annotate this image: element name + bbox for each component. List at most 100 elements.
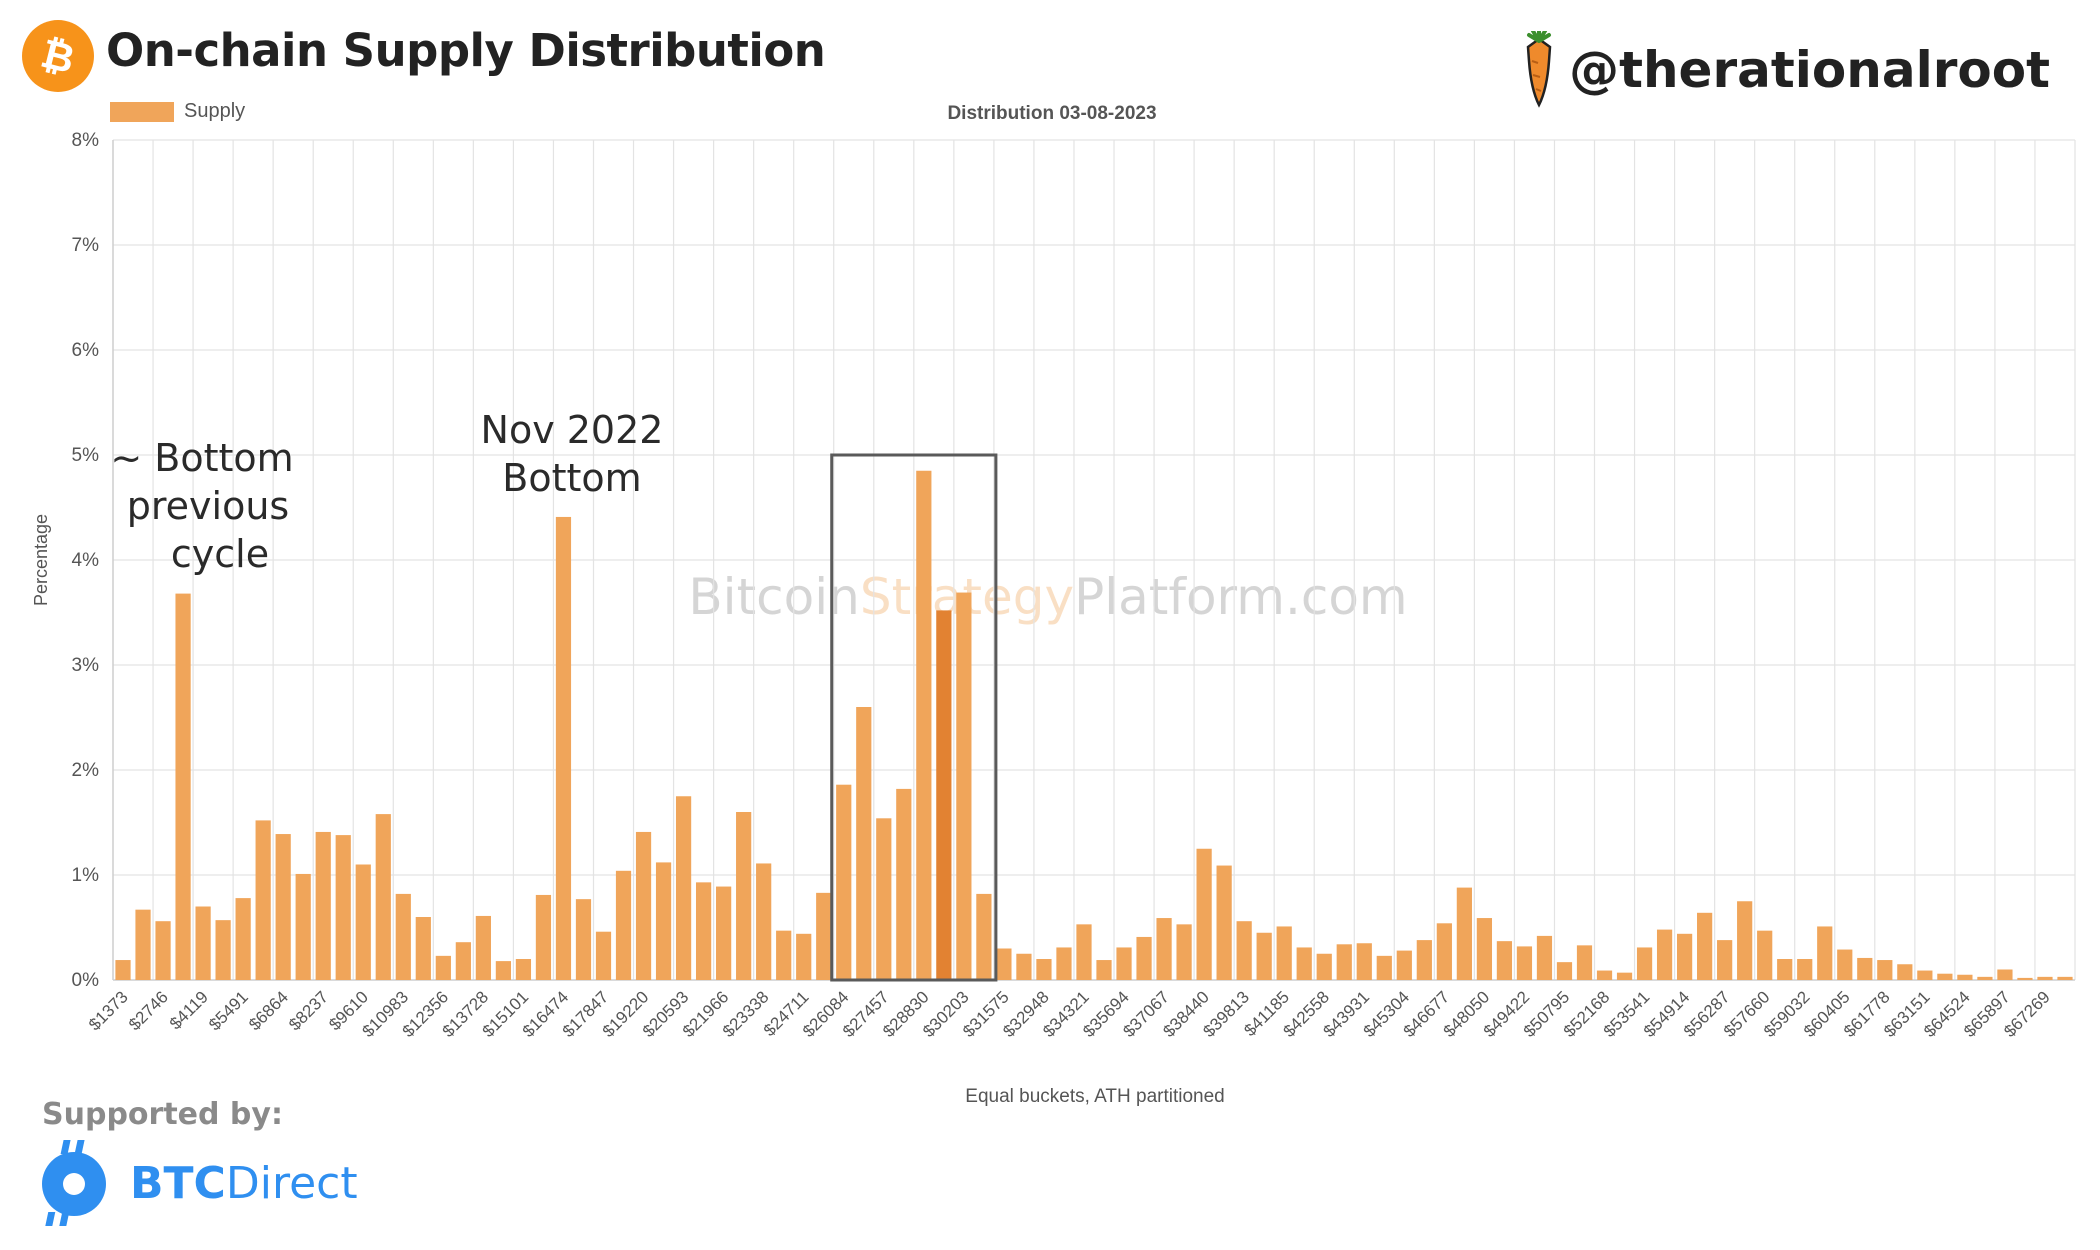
bar[interactable] bbox=[916, 470, 932, 980]
bar[interactable] bbox=[1817, 926, 1833, 980]
bar[interactable] bbox=[1236, 921, 1252, 980]
bar[interactable] bbox=[575, 899, 592, 980]
bar[interactable] bbox=[1616, 972, 1633, 980]
bar[interactable] bbox=[1536, 935, 1553, 980]
bar[interactable] bbox=[1656, 929, 1673, 980]
bar[interactable] bbox=[876, 818, 892, 980]
bar[interactable] bbox=[1436, 923, 1452, 980]
bar[interactable] bbox=[1697, 912, 1713, 980]
bar[interactable] bbox=[1456, 887, 1472, 980]
bar[interactable] bbox=[716, 886, 732, 980]
bar[interactable] bbox=[475, 915, 491, 980]
bar[interactable] bbox=[896, 788, 912, 980]
bar[interactable] bbox=[595, 931, 612, 980]
bar[interactable] bbox=[1636, 947, 1653, 980]
bar[interactable] bbox=[295, 873, 311, 980]
bar[interactable] bbox=[1596, 970, 1613, 980]
bar[interactable] bbox=[1797, 959, 1813, 980]
bar[interactable] bbox=[635, 831, 652, 980]
bar[interactable] bbox=[996, 948, 1012, 981]
bar[interactable] bbox=[976, 893, 992, 980]
bar[interactable] bbox=[555, 516, 572, 980]
bar[interactable] bbox=[375, 814, 391, 980]
bar[interactable] bbox=[315, 831, 331, 980]
bar[interactable] bbox=[1997, 969, 2013, 981]
bar[interactable] bbox=[1576, 945, 1593, 980]
bar[interactable] bbox=[1016, 953, 1032, 980]
bar[interactable] bbox=[1917, 970, 1933, 980]
bar[interactable] bbox=[856, 707, 872, 980]
bar[interactable] bbox=[1897, 964, 1913, 980]
bar[interactable] bbox=[1757, 930, 1773, 980]
bar[interactable] bbox=[395, 893, 411, 980]
bar[interactable] bbox=[2037, 976, 2053, 980]
bar[interactable] bbox=[816, 892, 832, 980]
bar[interactable] bbox=[695, 882, 712, 980]
bar[interactable] bbox=[335, 835, 351, 980]
bar[interactable] bbox=[135, 909, 151, 980]
bar[interactable] bbox=[2057, 976, 2073, 980]
bar[interactable] bbox=[1356, 943, 1372, 980]
bar[interactable] bbox=[1036, 959, 1052, 980]
bar[interactable] bbox=[175, 593, 191, 980]
bar[interactable] bbox=[1717, 940, 1733, 980]
bar[interactable] bbox=[1556, 962, 1573, 980]
bar[interactable] bbox=[1336, 944, 1352, 980]
chart-legend[interactable]: Supply bbox=[110, 100, 245, 123]
bar[interactable] bbox=[1276, 926, 1292, 980]
bar[interactable] bbox=[776, 930, 792, 980]
bar[interactable] bbox=[535, 894, 552, 980]
bar[interactable] bbox=[1056, 947, 1072, 980]
bar[interactable] bbox=[1416, 940, 1432, 980]
bar[interactable] bbox=[235, 898, 251, 980]
bar[interactable] bbox=[1156, 918, 1172, 980]
bar[interactable] bbox=[435, 955, 451, 980]
bar[interactable] bbox=[255, 820, 271, 980]
bar[interactable] bbox=[455, 942, 471, 980]
bar[interactable] bbox=[1096, 960, 1112, 980]
bar[interactable] bbox=[1496, 941, 1513, 980]
bar[interactable] bbox=[1877, 960, 1893, 980]
bar[interactable] bbox=[1256, 932, 1272, 980]
bar[interactable] bbox=[736, 812, 752, 980]
bar[interactable] bbox=[1396, 950, 1412, 980]
bar[interactable] bbox=[355, 864, 371, 981]
bar[interactable] bbox=[1977, 976, 1993, 980]
bar[interactable] bbox=[956, 592, 972, 980]
btc-direct-logo[interactable]: BTCDirect bbox=[38, 1138, 358, 1228]
bar[interactable] bbox=[1076, 924, 1092, 980]
bar[interactable] bbox=[495, 961, 512, 980]
bar[interactable] bbox=[1676, 933, 1693, 980]
bar[interactable] bbox=[415, 917, 431, 980]
bar[interactable] bbox=[756, 863, 772, 980]
bar[interactable] bbox=[1737, 901, 1753, 980]
bar[interactable] bbox=[1176, 924, 1192, 980]
bar[interactable] bbox=[1136, 936, 1152, 980]
bar[interactable] bbox=[155, 921, 171, 980]
bar[interactable] bbox=[2017, 977, 2033, 980]
bar[interactable] bbox=[1216, 865, 1232, 980]
bar[interactable] bbox=[796, 933, 812, 980]
bar[interactable] bbox=[1857, 957, 1873, 980]
bar[interactable] bbox=[615, 870, 632, 980]
bar[interactable] bbox=[1957, 974, 1973, 980]
bar[interactable] bbox=[1116, 947, 1132, 980]
bar[interactable] bbox=[1376, 955, 1392, 980]
bar[interactable] bbox=[836, 784, 852, 980]
bar[interactable] bbox=[1296, 947, 1312, 980]
bar[interactable] bbox=[1476, 918, 1493, 980]
bar[interactable] bbox=[215, 920, 231, 980]
bar[interactable] bbox=[1516, 946, 1533, 980]
bar[interactable] bbox=[195, 906, 211, 981]
bar[interactable] bbox=[115, 960, 131, 980]
bar[interactable] bbox=[936, 610, 952, 980]
bar[interactable] bbox=[675, 796, 692, 980]
bar[interactable] bbox=[1837, 949, 1853, 980]
bar[interactable] bbox=[515, 959, 532, 980]
bar[interactable] bbox=[1937, 973, 1953, 980]
bar[interactable] bbox=[1196, 848, 1212, 980]
bar[interactable] bbox=[1316, 953, 1332, 980]
bar[interactable] bbox=[275, 834, 291, 980]
bar[interactable] bbox=[1777, 959, 1793, 980]
bar[interactable] bbox=[655, 862, 672, 980]
